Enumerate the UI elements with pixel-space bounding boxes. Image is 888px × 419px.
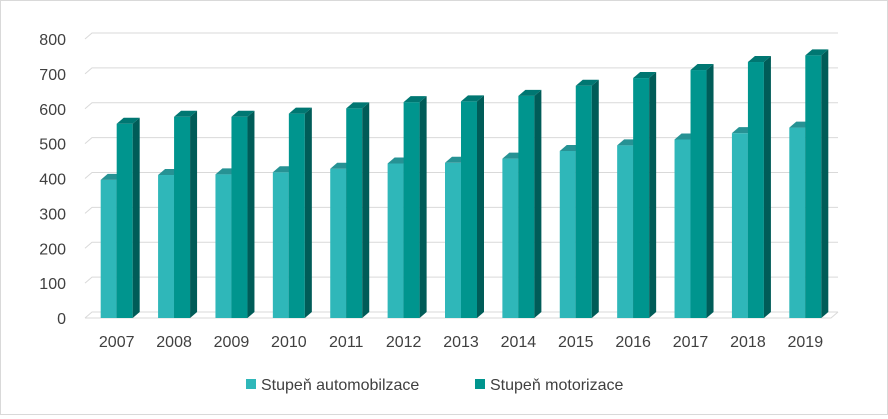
- bar-motorizace: [231, 110, 255, 319]
- y-tick-label: 600: [39, 102, 66, 119]
- y-tick-label: 700: [39, 67, 66, 84]
- y-tick-label: 800: [39, 32, 66, 49]
- x-tick-label: 2012: [386, 334, 422, 351]
- bar-motorizace: [403, 96, 427, 318]
- legend: Stupeň automobilzace Stupeň motorizace: [246, 377, 624, 394]
- bar-motorizace: [346, 102, 370, 319]
- y-tick-label: 0: [57, 311, 66, 328]
- gridline: [84, 32, 838, 40]
- bar-motorizace: [747, 56, 771, 318]
- x-tick-label: 2015: [558, 334, 594, 351]
- x-tick-label: 2017: [673, 334, 709, 351]
- legend-swatch: [475, 379, 485, 389]
- y-tick-label: 400: [39, 172, 66, 189]
- grid-layer: [84, 32, 839, 319]
- bar-motorizace: [174, 110, 198, 319]
- bar-motorizace: [461, 95, 484, 319]
- bar-motorizace: [518, 89, 542, 318]
- bar-motorizace: [690, 64, 714, 318]
- legend-swatch: [246, 379, 256, 389]
- plot-area: [100, 49, 829, 319]
- y-tick-label: 500: [39, 137, 66, 154]
- legend-label: Stupeň motorizace: [490, 377, 624, 394]
- y-axis: 0 100 200 300 400 500 600 700 800: [39, 32, 66, 328]
- y-tick-label: 100: [39, 276, 66, 293]
- x-tick-label: 2019: [788, 334, 824, 351]
- bar-motorizace: [116, 117, 140, 318]
- bar-motorizace: [633, 72, 657, 318]
- x-tick-label: 2009: [214, 334, 250, 351]
- x-axis: 2007 2008 2009 2010 2011 2012 2013 2014 2015 2016…: [99, 334, 823, 351]
- x-tick-label: 2011: [329, 334, 364, 351]
- x-tick-label: 2008: [156, 334, 192, 351]
- y-tick-label: 300: [39, 206, 66, 223]
- y-tick-label: 200: [39, 241, 66, 258]
- x-tick-label: 2014: [501, 334, 537, 351]
- x-tick-label: 2010: [271, 334, 307, 351]
- x-tick-label: 2018: [730, 334, 766, 351]
- x-tick-label: 2007: [99, 334, 135, 351]
- bar-motorizace: [575, 79, 599, 318]
- bar-motorizace: [805, 49, 829, 319]
- x-tick-label: 2013: [443, 334, 479, 351]
- gridline: [84, 67, 838, 75]
- legend-label: Stupeň automobilzace: [261, 377, 419, 394]
- bar-motorizace: [288, 107, 312, 318]
- x-tick-label: 2016: [615, 334, 651, 351]
